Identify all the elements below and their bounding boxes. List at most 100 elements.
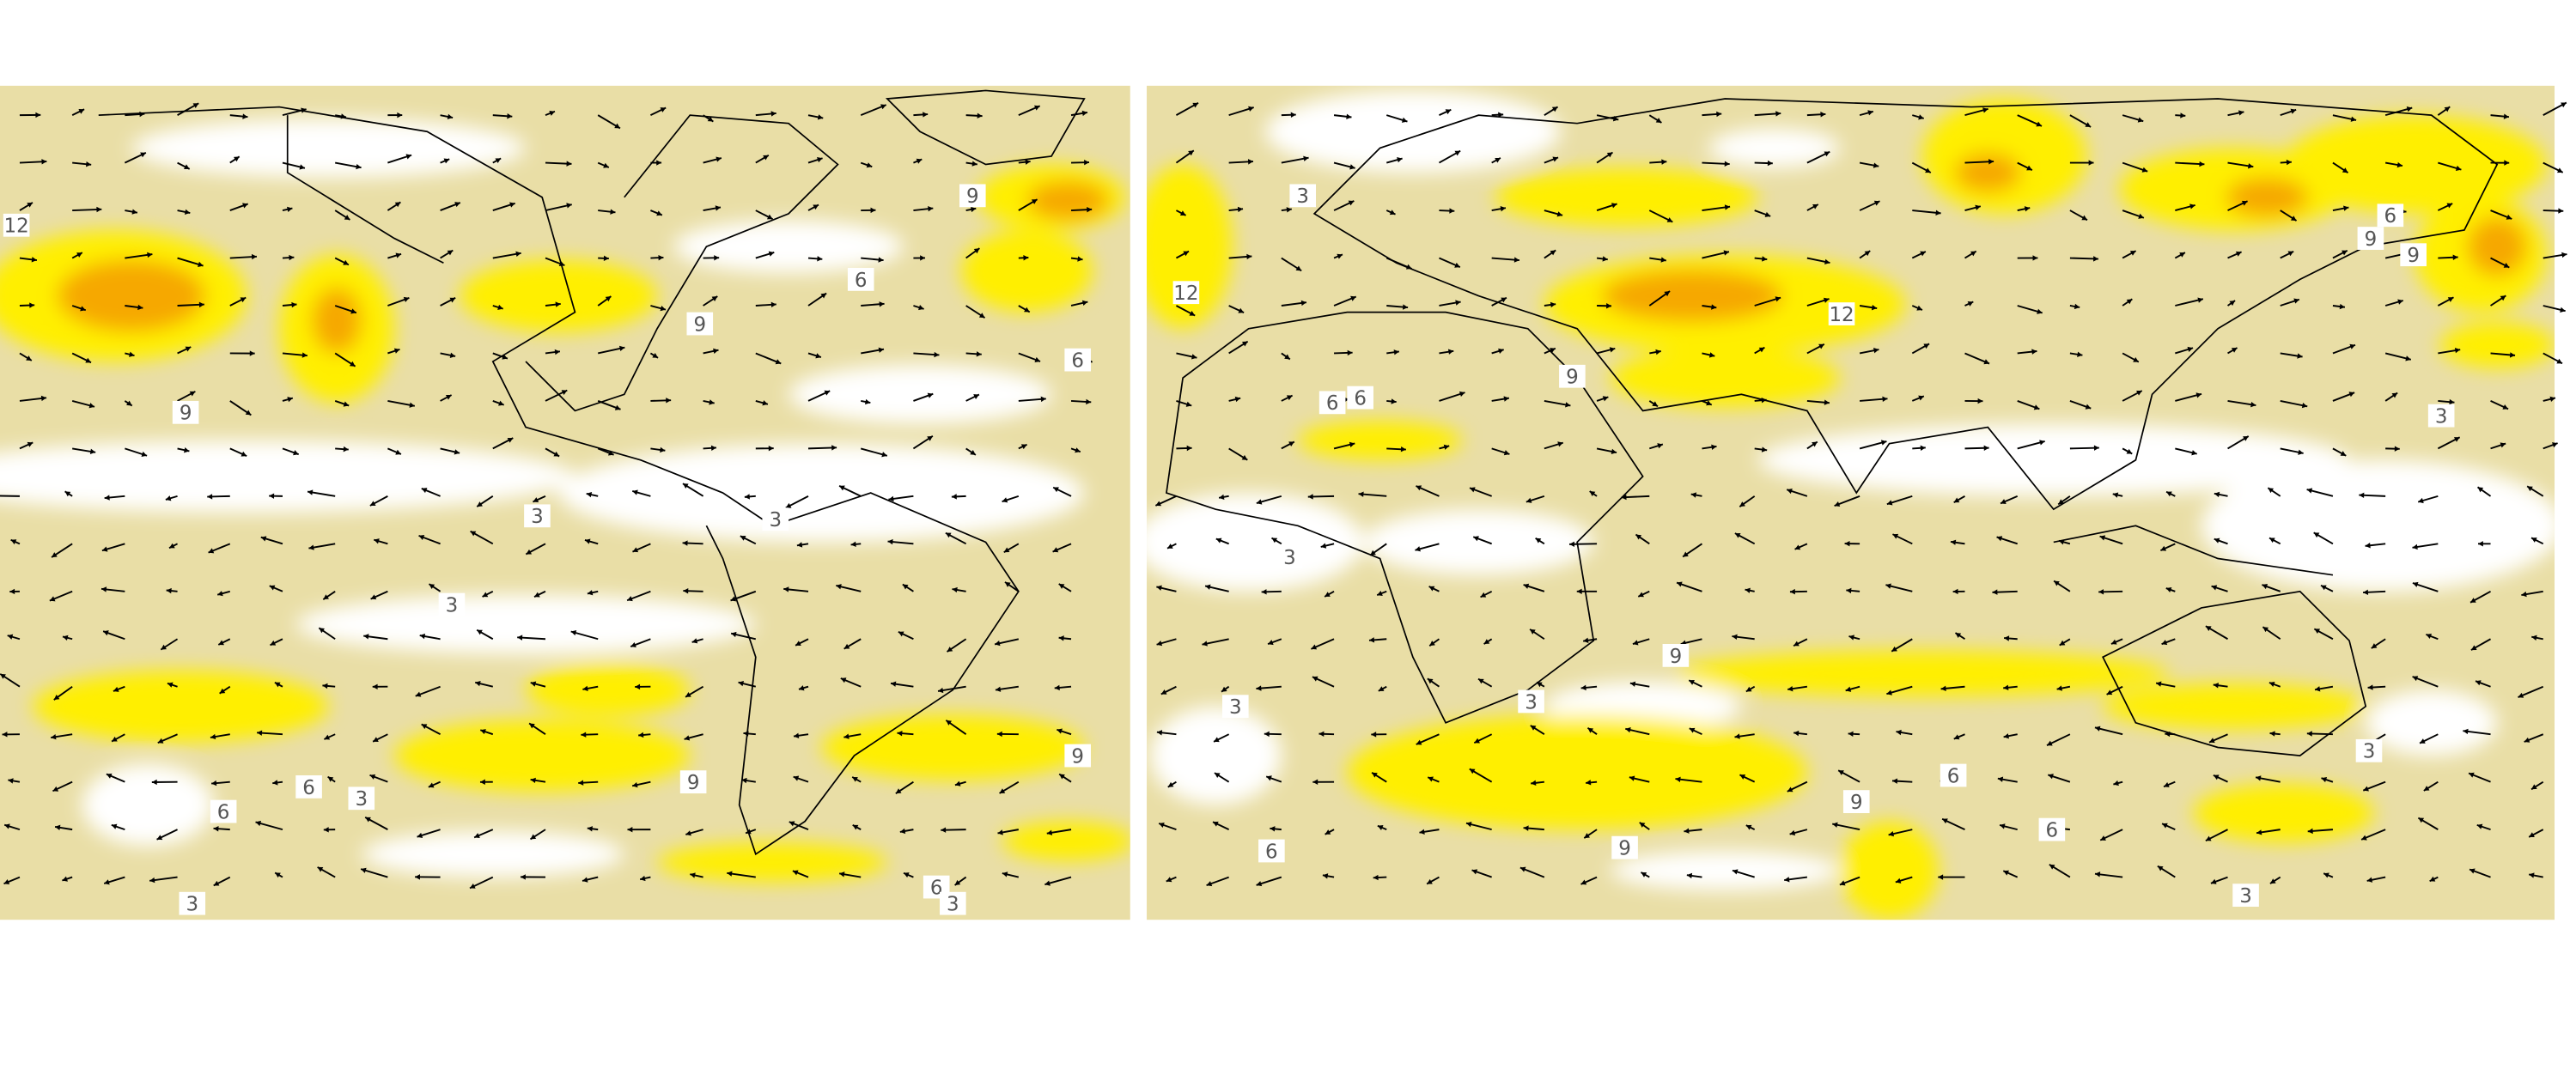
wind-arrow-head [477, 501, 483, 507]
wind-arrow-head [365, 817, 371, 823]
wind-arrow-head [293, 450, 299, 456]
wind-arrow-head [2287, 251, 2294, 257]
wind-arrow-head [2560, 307, 2566, 313]
wind-arrow-head [1318, 731, 1325, 738]
wind-arrow-head [1483, 639, 1490, 645]
wind-arrow-head [241, 451, 247, 457]
wind-arrow-head [1186, 445, 1192, 452]
wind-arrow-head [1480, 592, 1487, 598]
wind-arrow-head [1270, 826, 1276, 832]
wind-arrow-head [640, 875, 646, 882]
wind-arrow-head [2058, 499, 2064, 505]
contour-label: 3 [446, 595, 459, 617]
wind-arrow-head [1589, 491, 1596, 497]
wind-arrow-head [1711, 444, 1717, 450]
wind-arrow-head [1454, 150, 1461, 156]
wind-arrow-head [1205, 584, 1211, 590]
wind-arrow-head [1724, 204, 1731, 210]
wind-arrow-head [768, 251, 775, 257]
wind-arrow-head [1531, 780, 1537, 786]
wind-arrow-head [317, 866, 324, 872]
wind-arrow-head [682, 483, 689, 489]
wind-arrow-head [157, 738, 164, 744]
wind-arrow-head [291, 301, 297, 308]
wind-arrow-head [373, 737, 379, 742]
contour-label: 6 [1071, 350, 1084, 373]
contour-label: 9 [693, 313, 706, 336]
wind-arrow-head [660, 306, 667, 312]
wind-arrow-head [879, 301, 885, 307]
wind-arrow-head [141, 451, 148, 458]
wind-arrow-head [1183, 251, 1190, 257]
wind-arrow-head [2290, 108, 2297, 114]
wind-arrow-head [2137, 117, 2144, 123]
wind-arrow-head [1081, 300, 1088, 306]
wind-arrow-head [137, 304, 143, 311]
wind-arrow-head [1677, 581, 1683, 587]
wind-arrow-head [269, 585, 276, 591]
contour-label: 9 [2365, 228, 2378, 251]
wind-arrow-head [554, 349, 560, 355]
wind-arrow-head [2248, 163, 2254, 169]
wind-arrow-head [409, 402, 415, 408]
wind-arrow-head [350, 308, 356, 314]
wind-arrow-head [2205, 626, 2212, 631]
wind-arrow-head [1734, 733, 1740, 739]
wind-arrow-head [322, 683, 328, 689]
wind-arrow-head [1057, 728, 1063, 734]
wind-arrow-head [581, 732, 587, 738]
wind-arrow-head [1202, 641, 1208, 647]
wind-arrow-head [169, 543, 175, 549]
wind-arrow-head [746, 829, 752, 835]
wind-arrow-head [888, 495, 894, 502]
wind-arrow-head [789, 821, 795, 827]
wind-arrow-head [1942, 818, 1948, 824]
wind-arrow-head [530, 681, 537, 687]
wind-arrow-head [2371, 643, 2378, 649]
wind-arrow-head [1473, 536, 1479, 542]
wind-arrow-head [2449, 398, 2455, 405]
wind-arrow-head [126, 400, 132, 406]
wind-arrow-head [403, 296, 410, 302]
wind-arrow-head [1761, 446, 1768, 452]
wind-arrow-head [405, 154, 412, 160]
wind-arrow-head [880, 104, 886, 110]
wind-arrow-head [2363, 589, 2369, 595]
wind-arrow-head [1469, 768, 1476, 774]
wind-arrow-head [2320, 585, 2327, 591]
wind-arrow-head [2412, 676, 2419, 682]
wind-arrow-head [1789, 829, 1796, 836]
wind-arrow-head [207, 494, 213, 500]
wind-arrow-head [715, 205, 722, 211]
wind-arrow-head [1402, 304, 1409, 310]
contour-label-box [686, 312, 714, 336]
wind-arrow-head [2197, 297, 2203, 303]
wind-arrow-head [2293, 298, 2299, 304]
wind-arrow-head [419, 633, 426, 640]
wind-arrow-head [839, 485, 845, 491]
wind-arrow-head [52, 552, 58, 558]
wind-arrow-head [323, 594, 329, 600]
wind-arrow-head [533, 497, 539, 503]
wind-arrow-head [1192, 102, 1199, 108]
wind-arrow-head [100, 586, 107, 592]
wind-arrow-head [260, 536, 267, 542]
wind-arrow-head [356, 163, 362, 170]
wind-arrow-head [2561, 102, 2567, 108]
wind-arrow-head [1320, 543, 1327, 549]
wind-arrow-head [270, 640, 277, 646]
wind-arrow-head [796, 542, 803, 548]
wind-arrow-head [2447, 297, 2454, 302]
wind-arrow-head [1848, 731, 1854, 737]
wind-arrow-head [945, 532, 952, 538]
wind-arrow-head [1846, 587, 1852, 594]
contour-label: 3 [1296, 185, 1309, 208]
wind-arrow-head [614, 404, 621, 410]
wind-arrow-head [2113, 780, 2119, 786]
wind-arrow-head [1638, 592, 1644, 598]
wind-arrow-head [707, 116, 714, 122]
wind-arrow-head [1848, 635, 1854, 641]
wind-arrow-head [417, 832, 423, 838]
wind-arrow-head [53, 695, 60, 701]
wind-arrow-head [255, 820, 262, 827]
